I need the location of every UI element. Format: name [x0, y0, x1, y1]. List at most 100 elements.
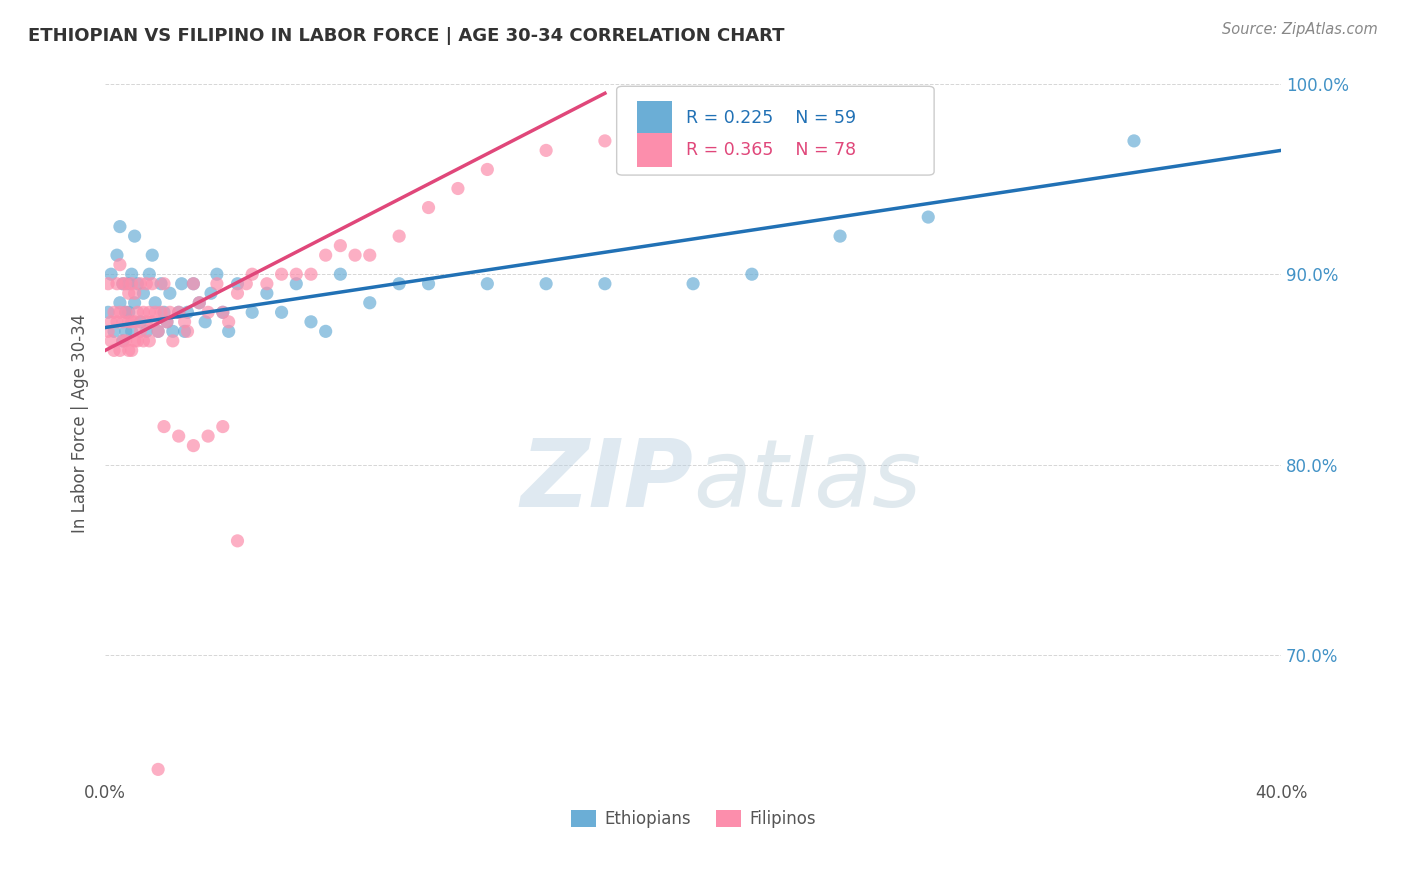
Point	[593, 277, 616, 291]
Point	[156, 315, 179, 329]
Point	[105, 248, 128, 262]
Point	[183, 277, 205, 291]
Point	[200, 286, 222, 301]
Point	[315, 248, 337, 262]
Point	[146, 763, 169, 777]
Point	[205, 277, 228, 291]
Point	[118, 305, 141, 319]
Point	[211, 419, 233, 434]
Point	[1123, 134, 1146, 148]
Text: R = 0.365    N = 78: R = 0.365 N = 78	[686, 141, 856, 159]
Point	[118, 277, 141, 291]
Point	[135, 315, 157, 329]
Point	[97, 277, 120, 291]
Point	[121, 324, 143, 338]
Point	[194, 315, 217, 329]
Point	[176, 305, 198, 319]
Point	[143, 305, 166, 319]
Point	[197, 305, 219, 319]
Point	[124, 315, 146, 329]
Point	[141, 277, 163, 291]
Point	[256, 286, 278, 301]
Point	[418, 277, 440, 291]
Point	[299, 315, 322, 329]
Point	[103, 305, 125, 319]
Text: ZIP: ZIP	[520, 434, 693, 526]
Point	[153, 419, 176, 434]
Point	[138, 334, 160, 348]
Point	[388, 277, 411, 291]
Point	[270, 305, 292, 319]
Point	[256, 277, 278, 291]
Point	[299, 267, 322, 281]
Point	[205, 267, 228, 281]
Point	[183, 277, 205, 291]
Point	[218, 324, 240, 338]
Point	[153, 305, 176, 319]
Point	[162, 324, 184, 338]
Point	[97, 305, 120, 319]
Point	[105, 277, 128, 291]
Point	[105, 315, 128, 329]
Text: Source: ZipAtlas.com: Source: ZipAtlas.com	[1222, 22, 1378, 37]
Point	[418, 201, 440, 215]
Point	[138, 305, 160, 319]
Point	[111, 315, 134, 329]
Point	[315, 324, 337, 338]
Point	[121, 315, 143, 329]
Point	[111, 277, 134, 291]
Point	[188, 295, 211, 310]
Point	[118, 315, 141, 329]
Point	[329, 238, 352, 252]
Point	[197, 429, 219, 443]
Point	[146, 324, 169, 338]
Point	[828, 229, 851, 244]
Point	[118, 343, 141, 358]
Point	[150, 305, 173, 319]
Point	[359, 248, 381, 262]
Text: R = 0.225    N = 59: R = 0.225 N = 59	[686, 109, 856, 128]
Point	[329, 267, 352, 281]
Point	[917, 210, 939, 224]
Point	[173, 324, 195, 338]
Point	[108, 219, 131, 234]
Point	[108, 258, 131, 272]
Point	[108, 343, 131, 358]
Point	[167, 305, 190, 319]
Point	[111, 334, 134, 348]
Point	[124, 286, 146, 301]
Point	[359, 295, 381, 310]
Point	[270, 267, 292, 281]
Point	[183, 439, 205, 453]
Point	[156, 315, 179, 329]
Point	[129, 315, 152, 329]
Point	[121, 267, 143, 281]
Point	[111, 334, 134, 348]
Bar	[637, 133, 672, 168]
Point	[593, 134, 616, 148]
Point	[150, 277, 173, 291]
Point	[173, 315, 195, 329]
Point	[226, 286, 249, 301]
Point	[226, 277, 249, 291]
Point	[344, 248, 367, 262]
Point	[108, 305, 131, 319]
Point	[146, 324, 169, 338]
Point	[167, 305, 190, 319]
Point	[100, 315, 122, 329]
Point	[235, 277, 257, 291]
Point	[108, 295, 131, 310]
Point	[741, 267, 763, 281]
Point	[211, 305, 233, 319]
Point	[121, 277, 143, 291]
Point	[118, 286, 141, 301]
Legend: Ethiopians, Filipinos: Ethiopians, Filipinos	[564, 803, 823, 835]
Text: atlas: atlas	[693, 435, 921, 526]
Y-axis label: In Labor Force | Age 30-34: In Labor Force | Age 30-34	[72, 314, 89, 533]
Point	[176, 324, 198, 338]
Point	[129, 324, 152, 338]
Point	[141, 315, 163, 329]
Point	[167, 429, 190, 443]
FancyBboxPatch shape	[617, 87, 934, 175]
Text: ETHIOPIAN VS FILIPINO IN LABOR FORCE | AGE 30-34 CORRELATION CHART: ETHIOPIAN VS FILIPINO IN LABOR FORCE | A…	[28, 27, 785, 45]
